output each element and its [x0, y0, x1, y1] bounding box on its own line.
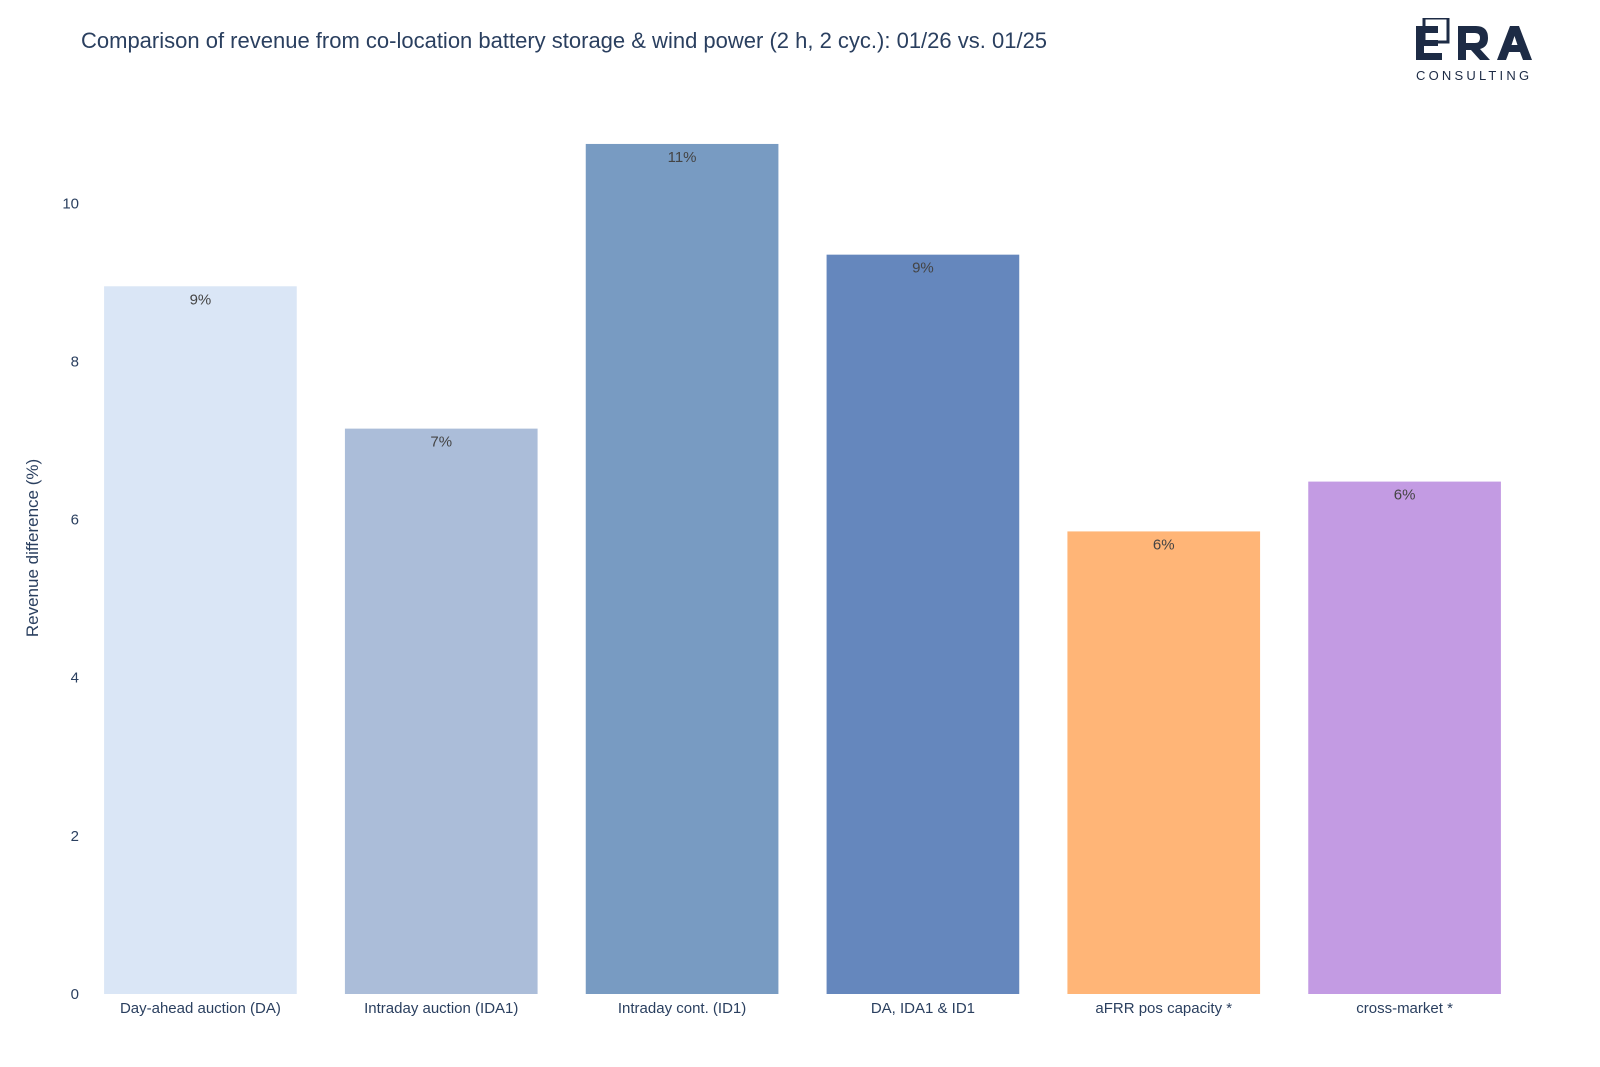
x-tick-label: cross-market *	[1356, 1000, 1453, 1017]
chart-title: Comparison of revenue from co-location b…	[81, 28, 1048, 53]
logo-r-letter	[1458, 26, 1490, 60]
y-tick-label: 6	[71, 512, 79, 529]
x-tick-label: aFRR pos capacity *	[1095, 1000, 1232, 1017]
bar-data-label: 11%	[668, 149, 697, 166]
bar[interactable]	[585, 143, 779, 994]
x-tick-label: Intraday cont. (ID1)	[618, 1000, 746, 1017]
x-tick-label: Intraday auction (IDA1)	[364, 1000, 518, 1017]
logo-e-mid-bar	[1416, 40, 1438, 46]
y-tick-label: 8	[71, 353, 79, 370]
logo-e-bottom-bar	[1416, 53, 1442, 60]
x-axis-ticks: Day-ahead auction (DA) Intraday auction (…	[120, 1000, 1453, 1017]
bar-data-label: 6%	[1153, 536, 1175, 553]
logo-subtitle: CONSULTING	[1416, 68, 1532, 83]
logo-a-letter	[1497, 26, 1532, 60]
logo-e-top-bar	[1416, 26, 1438, 33]
bar[interactable]	[344, 428, 538, 994]
bar[interactable]	[1067, 531, 1261, 994]
y-tick-label: 0	[71, 986, 79, 1003]
bar[interactable]	[1308, 481, 1501, 995]
bar-data-labels: 9% 7% 11% 9% 6% 6%	[190, 149, 1416, 553]
bar-data-label: 7%	[430, 434, 452, 451]
bar-data-label: 6%	[1394, 487, 1416, 504]
y-tick-label: 2	[71, 828, 79, 845]
y-tick-label: 4	[71, 670, 79, 687]
bar[interactable]	[104, 286, 297, 994]
x-tick-label: DA, IDA1 & ID1	[871, 1000, 975, 1017]
y-tick-label: 10	[62, 195, 79, 212]
y-axis-ticks: 0 2 4 6 8 10	[62, 195, 79, 1003]
era-consulting-logo: CONSULTING	[1416, 18, 1532, 83]
y-axis-title-group: Revenue difference (%)	[23, 459, 42, 637]
bar-data-label: 9%	[190, 291, 212, 308]
x-tick-label: Day-ahead auction (DA)	[120, 1000, 281, 1017]
bar-data-label: 9%	[912, 260, 934, 277]
bar[interactable]	[826, 254, 1020, 994]
bars	[104, 143, 1501, 995]
y-axis-title: Revenue difference (%)	[23, 459, 42, 637]
